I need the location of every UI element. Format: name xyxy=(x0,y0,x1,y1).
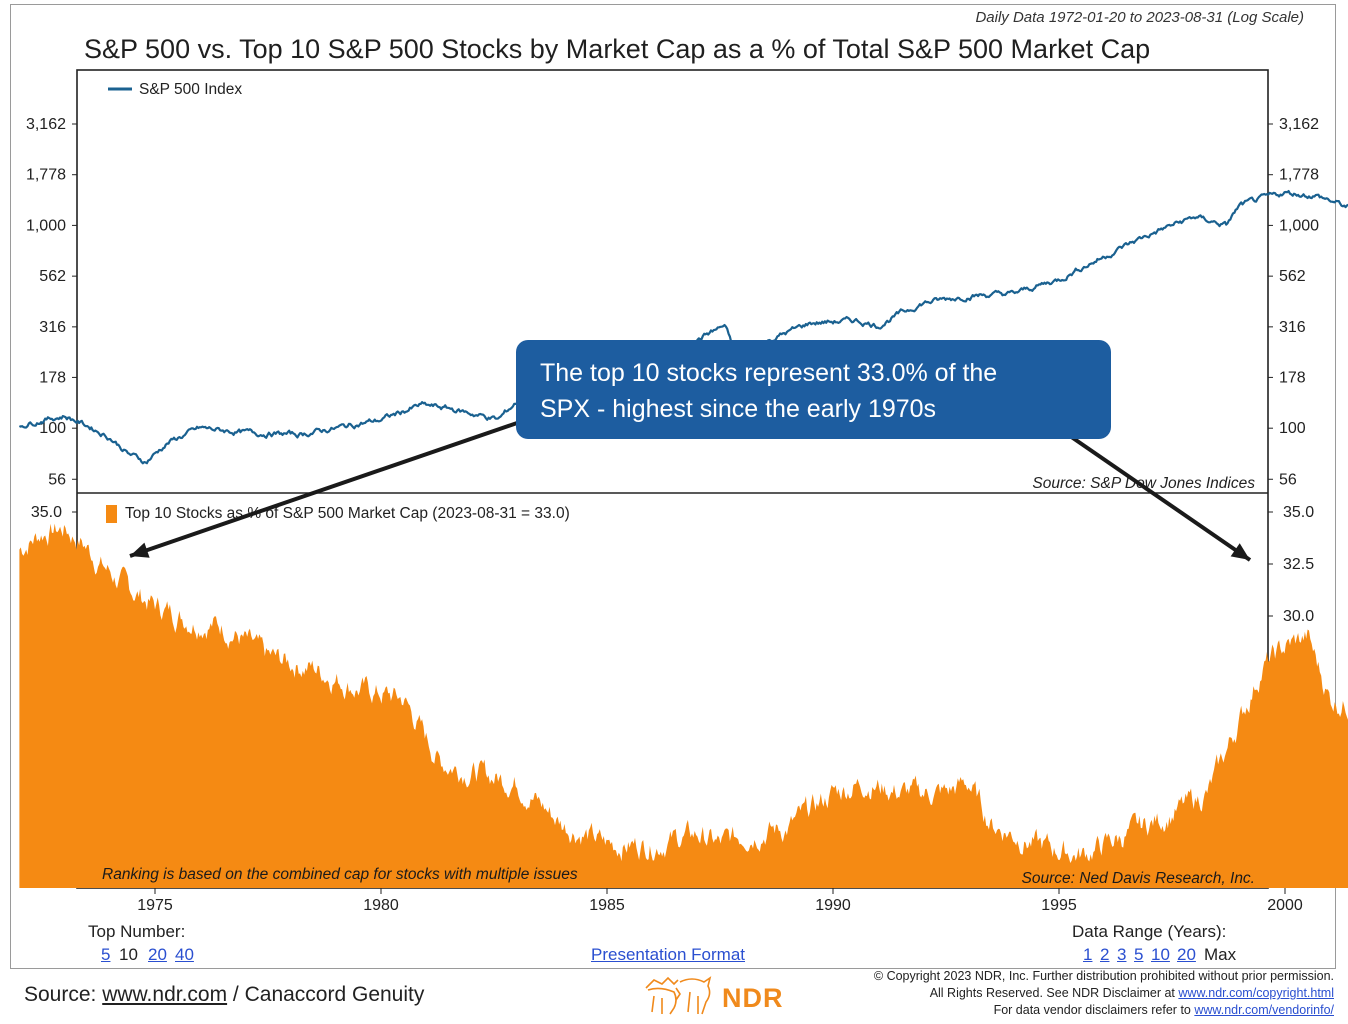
upper-y-tick-label-left: 56 xyxy=(48,471,66,488)
arrow-right-shaft xyxy=(1068,434,1252,562)
arrow-right-head xyxy=(1230,543,1250,560)
upper-y-tick-label-left: 316 xyxy=(39,319,66,336)
upper-source-label: Source: S&P Dow Jones Indices xyxy=(1032,475,1255,492)
arrow-left-shaft xyxy=(129,420,521,558)
data-range-20-link[interactable]: 20 xyxy=(1177,945,1196,964)
presentation-format-link[interactable]: Presentation Format xyxy=(591,945,746,964)
data-range-label: Data Range (Years): xyxy=(1072,922,1227,941)
upper-y-tick-label-left: 1,000 xyxy=(26,217,66,234)
upper-y-tick-label-right: 1,000 xyxy=(1279,217,1319,234)
ranking-note: Ranking is based on the combined cap for… xyxy=(102,866,578,883)
bull-bear-logo-icon xyxy=(645,976,712,1015)
data-range-2-link[interactable]: 2 xyxy=(1100,945,1110,964)
callout-box: The top 10 stocks represent 33.0% of the… xyxy=(516,340,1111,439)
copyright-link[interactable]: www.ndr.com/copyright.html xyxy=(1178,986,1334,1000)
top10-legend-swatch xyxy=(106,505,117,523)
upper-y-tick-label-right: 3,162 xyxy=(1279,116,1319,133)
lower-y-tick-label-left: 35.0 xyxy=(31,504,62,521)
copyright-line-3-text: For data vendor disclaimers refer to xyxy=(993,1003,1195,1017)
ndr-logo-text: NDR xyxy=(722,983,784,1013)
upper-y-tick-label-right: 178 xyxy=(1279,369,1306,386)
upper-y-tick-label-right: 56 xyxy=(1279,471,1297,488)
vendor-info-link[interactable]: www.ndr.com/vendorinfo/ xyxy=(1194,1003,1334,1017)
upper-y-tick-label-left: 562 xyxy=(39,268,66,285)
x-tick-label: 1985 xyxy=(589,897,625,914)
x-tick-label: 2000 xyxy=(1267,897,1303,914)
arrow-left-head xyxy=(130,542,150,558)
copyright-line-2-text: All Rights Reserved. See NDR Disclaimer … xyxy=(929,986,1179,1000)
top-number-label: Top Number: xyxy=(88,922,186,941)
top10-share-area xyxy=(19,523,1348,888)
data-range-10-link[interactable]: 10 xyxy=(1151,945,1170,964)
chart-subtitle: Daily Data 1972-01-20 to 2023-08-31 (Log… xyxy=(975,9,1304,26)
top-number-40-link[interactable]: 40 xyxy=(175,945,194,964)
x-tick-label: 1990 xyxy=(815,897,851,914)
upper-y-tick-label-left: 178 xyxy=(39,369,66,386)
top-number-10-current: 10 xyxy=(119,945,138,964)
copyright-line-3: For data vendor disclaimers refer to www… xyxy=(874,1002,1334,1019)
upper-y-tick-label-right: 100 xyxy=(1279,420,1306,437)
top-number-20-link[interactable]: 20 xyxy=(148,945,167,964)
footer-source: Source: www.ndr.com / Canaccord Genuity xyxy=(24,983,424,1007)
data-range-3-link[interactable]: 3 xyxy=(1117,945,1127,964)
lower-y-tick-label-right: 30.0 xyxy=(1283,608,1314,625)
data-range-1-link[interactable]: 1 xyxy=(1083,945,1093,964)
upper-y-tick-label-right: 562 xyxy=(1279,268,1306,285)
footer-source-prefix: Source: xyxy=(24,983,103,1006)
lower-y-tick-label-right: 35.0 xyxy=(1283,504,1314,521)
footer-source-link[interactable]: www.ndr.com xyxy=(102,983,228,1006)
upper-y-tick-label-right: 316 xyxy=(1279,319,1306,336)
upper-y-tick-label-left: 1,778 xyxy=(26,167,66,184)
lower-y-tick-label-right: 32.5 xyxy=(1283,556,1314,573)
callout-line-2: SPX - highest since the early 1970s xyxy=(540,395,937,423)
callout-line-1: The top 10 stocks represent 33.0% of the xyxy=(540,359,998,387)
chart-title: S&P 500 vs. Top 10 S&P 500 Stocks by Mar… xyxy=(84,34,1151,64)
x-tick-label: 1975 xyxy=(137,897,173,914)
upper-y-tick-label-left: 100 xyxy=(39,420,66,437)
sp500-legend-label: S&P 500 Index xyxy=(139,81,242,98)
lower-source-label: Source: Ned Davis Research, Inc. xyxy=(1022,870,1255,887)
footer-source-suffix: / Canaccord Genuity xyxy=(227,983,425,1006)
top-number-5-link[interactable]: 5 xyxy=(101,945,111,964)
upper-y-tick-label-left: 3,162 xyxy=(26,116,66,133)
sp500-index-line xyxy=(18,190,1348,465)
data-range-5-link[interactable]: 5 xyxy=(1134,945,1144,964)
x-tick-label: 1995 xyxy=(1041,897,1077,914)
top10-legend-label: Top 10 Stocks as % of S&P 500 Market Cap… xyxy=(125,505,570,522)
data-range-max-current: Max xyxy=(1204,945,1237,964)
copyright-notice: © Copyright 2023 NDR, Inc. Further distr… xyxy=(874,968,1334,1019)
copyright-line-1: © Copyright 2023 NDR, Inc. Further distr… xyxy=(873,969,1334,983)
x-tick-label: 1980 xyxy=(363,897,399,914)
copyright-line-2: All Rights Reserved. See NDR Disclaimer … xyxy=(874,985,1334,1002)
upper-y-tick-label-right: 1,778 xyxy=(1279,167,1319,184)
